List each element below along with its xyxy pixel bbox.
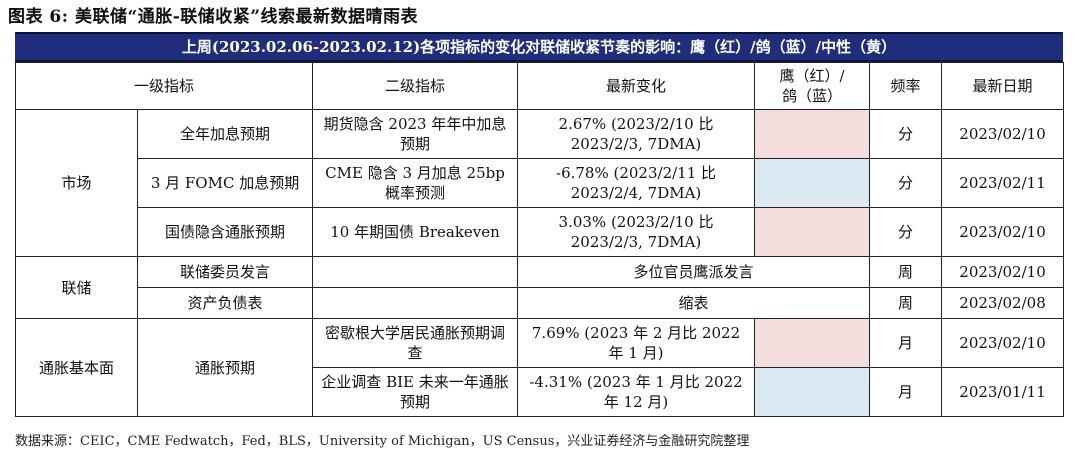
table-row: 资产负债表 缩表 周 2023/02/08 [16,287,1065,319]
col-header-change: 最新变化 [517,62,756,110]
date-cell: 2023/01/11 [941,367,1065,417]
source-note: 数据来源：CEIC，CME Fedwatch，Fed，BLS，Universit… [15,434,750,449]
frequency-cell: 月 [869,318,943,368]
hawk-signal-cell [754,318,871,368]
change-cell: 3.03% (2023/2/10 比 2023/2/3, 7DMA) [517,207,756,257]
level2-cell: 全年加息预期 [136,109,314,159]
date-cell: 2023/02/11 [941,158,1065,208]
frequency-cell: 分 [869,109,943,159]
table-header-bar: 上周(2023.02.06-2023.02.12)各项指标的变化对联储收紧节奏的… [15,32,1063,62]
dove-signal-cell [754,158,871,208]
date-cell: 2023/02/08 [941,287,1065,319]
change-cell: -6.78% (2023/2/11 比 2023/2/4, 7DMA) [517,158,756,208]
col-header-level2: 二级指标 [312,62,519,110]
table-row: 国债隐含通胀预期 10 年期国债 Breakeven 3.03% (2023/2… [16,207,1065,257]
table-row: 通胀基本面 通胀预期 密歇根大学居民通胀预期调查 7.69% (2023 年 2… [15,318,1065,417]
level2-cell: 国债隐含通胀预期 [136,207,314,257]
level2-cell: 资产负债表 [136,287,314,319]
column-header-row: 一级指标 二级指标 最新变化 鹰（红）/鸽（蓝） 频率 最新日期 [14,62,1065,110]
date-cell: 2023/02/10 [941,207,1065,257]
table-row: 企业调查 BIE 未来一年通胀预期 -4.31% (2023 年 1 月比 20… [16,367,1065,417]
level2-cell: 通胀预期 [136,318,314,417]
barometer-table: 一级指标 二级指标 最新变化 鹰（红）/鸽（蓝） 频率 最新日期 市场 全年加息… [14,62,1065,417]
col-header-signal: 鹰（红）/鸽（蓝） [754,62,871,110]
frequency-cell: 月 [869,367,943,417]
frequency-cell: 周 [869,287,943,319]
change-cell: 多位官员鹰派发言 [517,256,871,288]
level3-cell [312,287,519,319]
level2-cell: 联储委员发言 [136,256,314,288]
group-fed: 联储 [15,256,138,319]
change-cell: 7.69% (2023 年 2 月比 2022 年 1 月) [517,318,756,368]
change-cell: -4.31% (2023 年 1 月比 2022 年 12 月) [517,367,756,417]
date-cell: 2023/02/10 [941,256,1065,288]
col-header-level1: 一级指标 [14,62,314,110]
level3-cell: CME 隐含 3 月加息 25bp 概率预测 [312,158,519,208]
col-header-date: 最新日期 [941,62,1065,110]
level2-cell: 3 月 FOMC 加息预期 [136,158,314,208]
frequency-cell: 分 [869,158,943,208]
level3-cell: 10 年期国债 Breakeven [312,207,519,257]
group-inflation: 通胀基本面 [15,318,138,417]
barometer-table-container: 上周(2023.02.06-2023.02.12)各项指标的变化对联储收紧节奏的… [14,32,1065,417]
table-row: 联储 联储委员发言 多位官员鹰派发言 周 2023/02/10 [15,256,1065,319]
frequency-cell: 分 [869,207,943,257]
change-cell: 缩表 [517,287,871,319]
level3-cell: 密歇根大学居民通胀预期调查 [312,318,519,368]
level3-cell [312,256,519,288]
col-header-frequency: 频率 [869,62,943,110]
table-row: 市场 全年加息预期 期货隐含 2023 年年中加息预期 2.67% (2023/… [15,109,1065,257]
table-row: 3 月 FOMC 加息预期 CME 隐含 3 月加息 25bp 概率预测 -6.… [16,158,1065,208]
group-market: 市场 [15,109,138,257]
dove-signal-cell [754,367,871,417]
change-cell: 2.67% (2023/2/10 比 2023/2/3, 7DMA) [517,109,756,159]
hawk-signal-cell [754,109,871,159]
level3-cell: 期货隐含 2023 年年中加息预期 [312,109,519,159]
level3-cell: 企业调查 BIE 未来一年通胀预期 [312,367,519,417]
frequency-cell: 周 [869,256,943,288]
hawk-signal-cell [754,207,871,257]
figure-title: 图表 6: 美联储“通胀-联储收紧”线索最新数据晴雨表 [8,7,419,27]
date-cell: 2023/02/10 [941,318,1065,368]
date-cell: 2023/02/10 [941,109,1065,159]
